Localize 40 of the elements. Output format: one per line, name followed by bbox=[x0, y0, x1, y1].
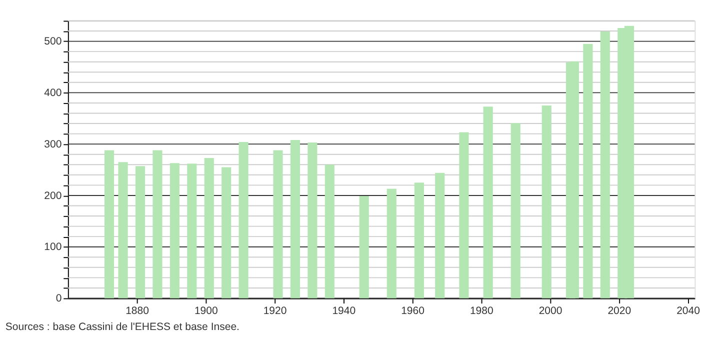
bar bbox=[324, 164, 334, 298]
bar bbox=[414, 182, 424, 298]
y-tick-label: 500 bbox=[44, 36, 62, 48]
x-tick-label: 1980 bbox=[470, 305, 494, 318]
bar bbox=[308, 142, 318, 298]
bar bbox=[135, 166, 146, 298]
bar bbox=[569, 61, 579, 298]
bar bbox=[118, 162, 128, 298]
y-tick-label: 300 bbox=[44, 138, 62, 150]
bar bbox=[273, 150, 283, 298]
bar bbox=[152, 150, 162, 298]
x-tick-label: 1880 bbox=[126, 305, 150, 318]
bar bbox=[386, 188, 396, 298]
x-tick-label: 2020 bbox=[608, 305, 632, 318]
bar bbox=[290, 140, 300, 298]
bar bbox=[359, 196, 369, 298]
bar bbox=[238, 142, 248, 298]
x-tick-label: 2040 bbox=[676, 305, 700, 318]
bar bbox=[510, 123, 520, 298]
source-note: Sources : base Cassini de l'EHESS et base Insee. bbox=[5, 320, 240, 333]
x-tick-label: 1900 bbox=[194, 305, 218, 318]
bar bbox=[222, 167, 232, 298]
x-tick-label: 1940 bbox=[332, 305, 356, 318]
x-tick-label: 2000 bbox=[538, 305, 562, 318]
bar bbox=[459, 132, 469, 298]
y-tick-label: 200 bbox=[44, 190, 62, 202]
bar bbox=[104, 150, 114, 298]
x-tick-label: 1920 bbox=[263, 305, 287, 318]
y-tick-label: 100 bbox=[44, 241, 62, 254]
bar bbox=[187, 164, 197, 298]
x-tick-label: 1960 bbox=[401, 305, 425, 318]
y-tick-label: 400 bbox=[44, 87, 62, 100]
bar bbox=[204, 158, 214, 298]
bar bbox=[435, 172, 445, 298]
bar bbox=[483, 106, 493, 298]
bar bbox=[542, 106, 552, 298]
y-tick-label: 0 bbox=[56, 292, 62, 305]
bar bbox=[583, 44, 593, 298]
bar bbox=[600, 32, 610, 298]
bar bbox=[170, 163, 180, 298]
